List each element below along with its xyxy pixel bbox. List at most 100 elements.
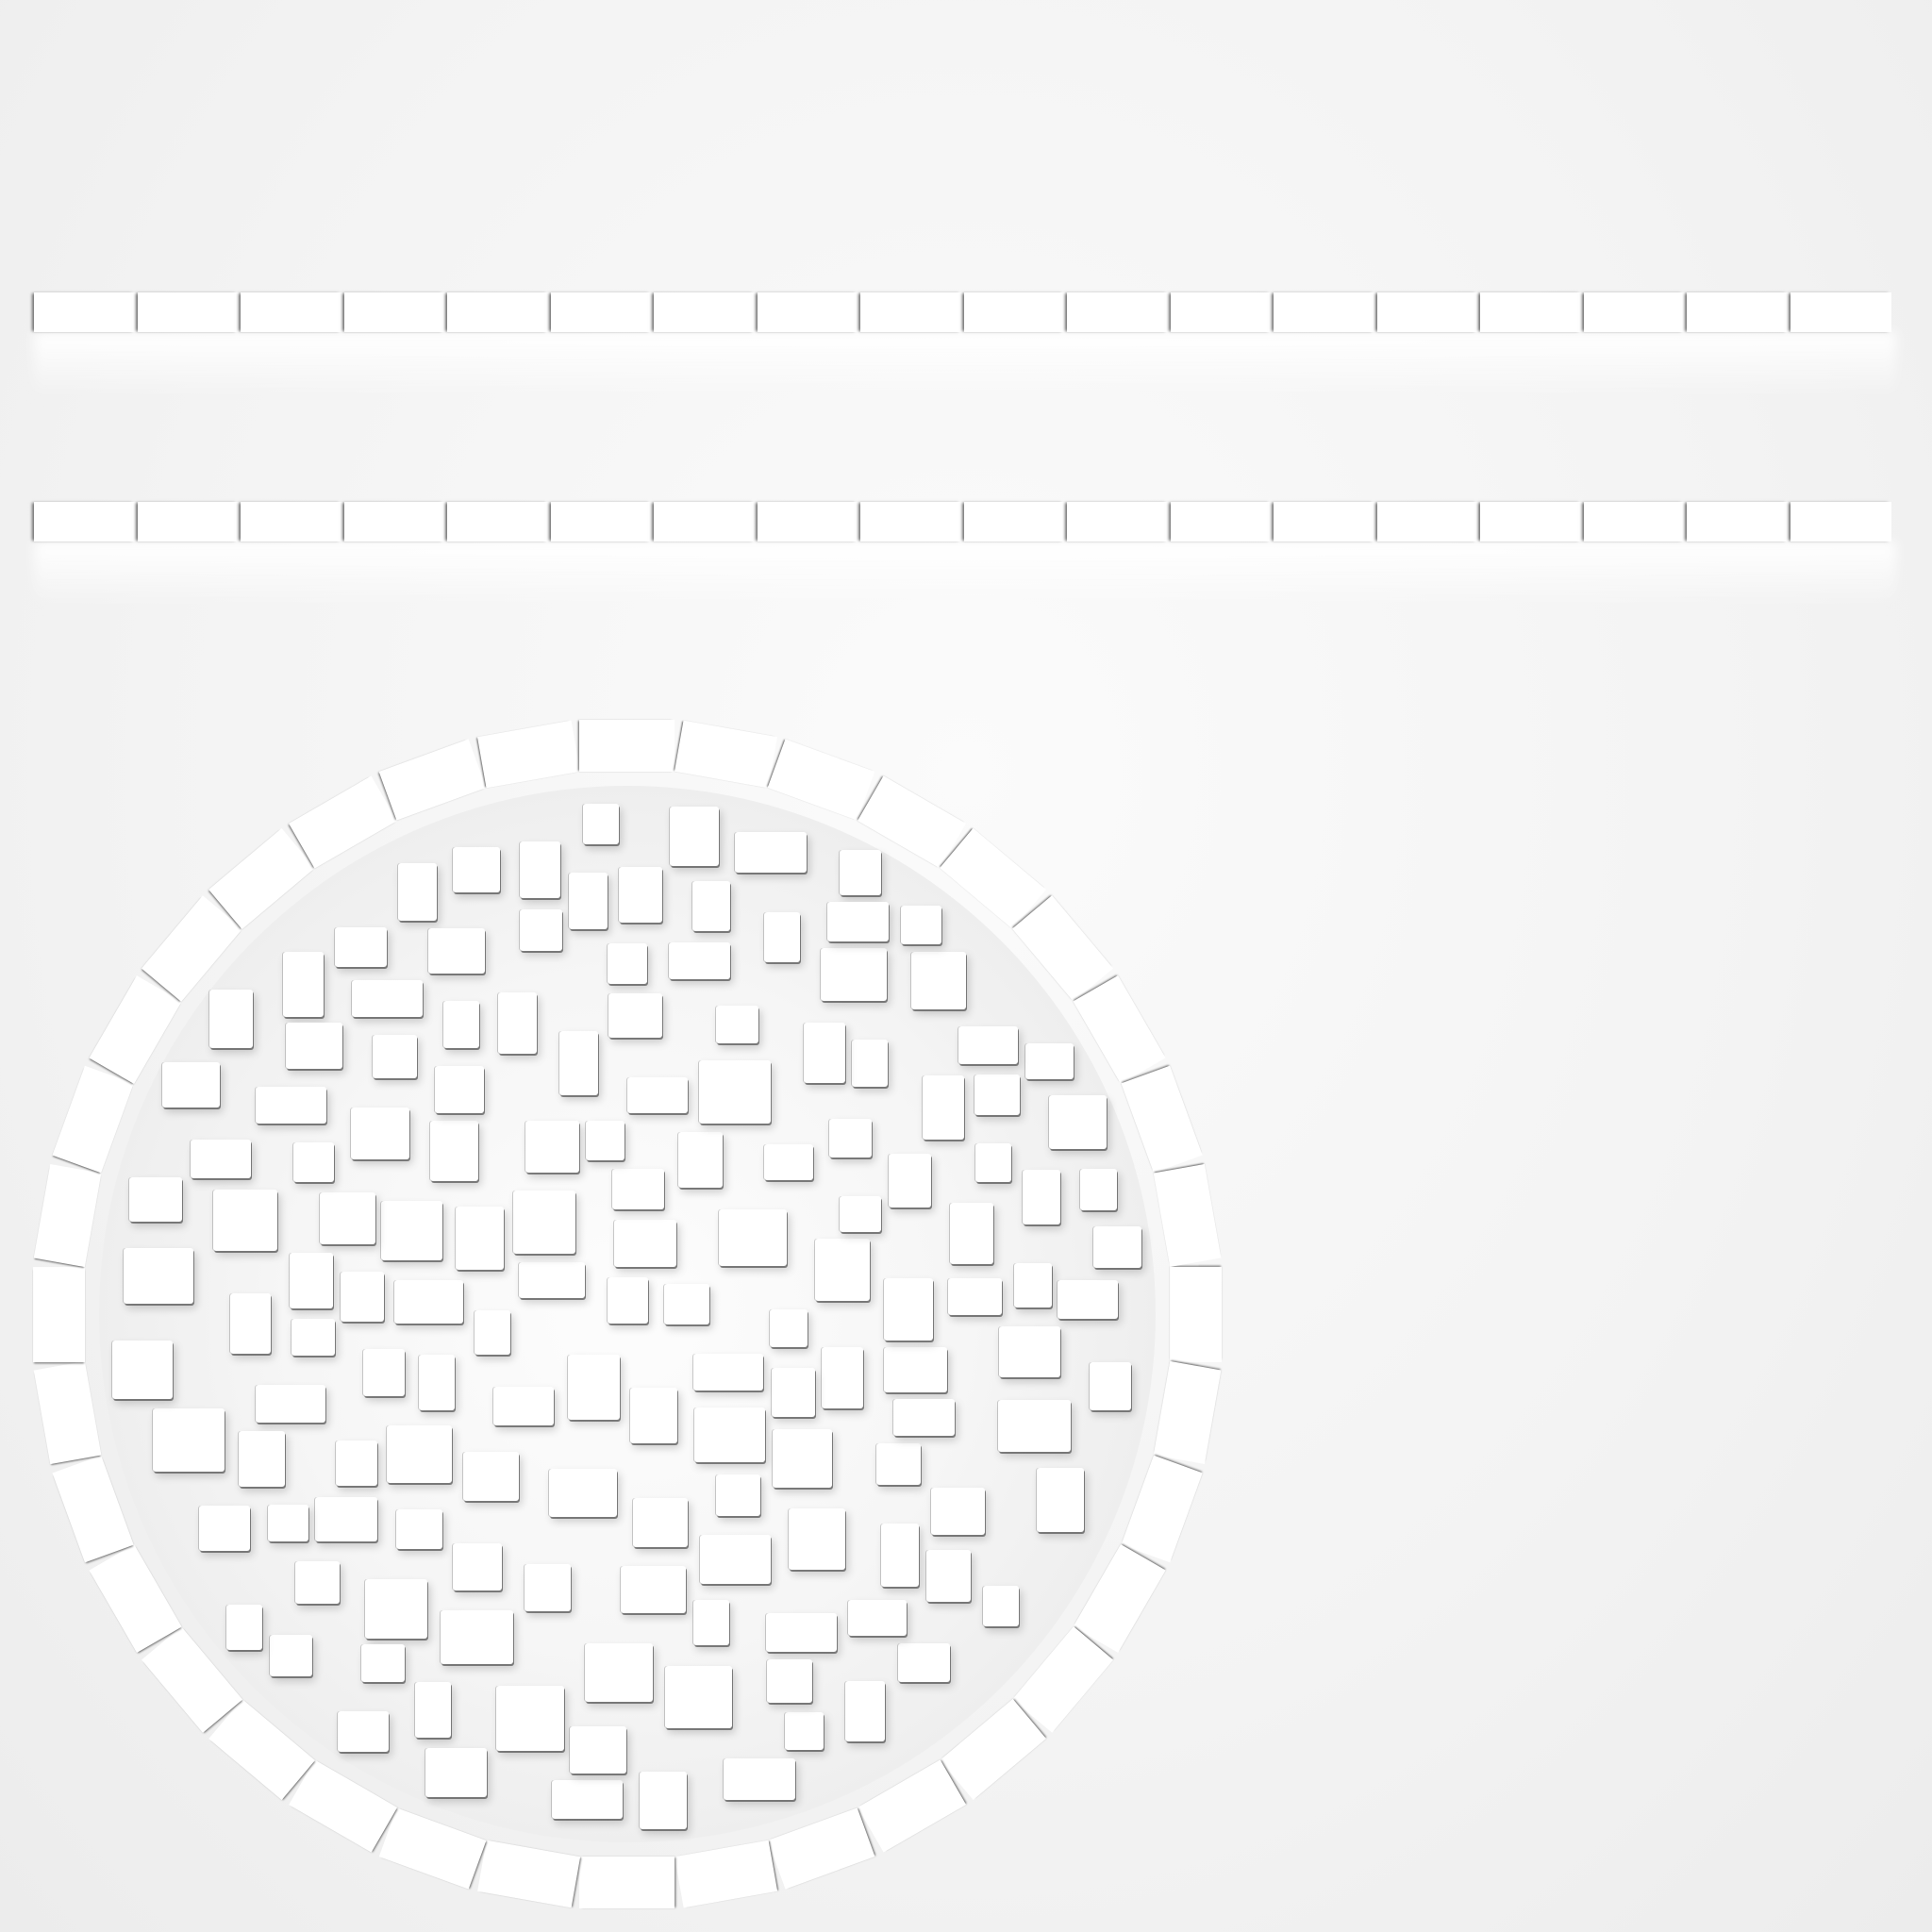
strip-slot — [1067, 502, 1169, 541]
scattered-tile — [620, 1566, 686, 1614]
scattered-tile — [1037, 1467, 1085, 1532]
strip-slot — [757, 292, 858, 332]
scattered-tile — [350, 1107, 409, 1159]
scattered-tile — [608, 1277, 649, 1324]
scattered-tile — [585, 1642, 654, 1702]
scattered-tile — [627, 1076, 689, 1113]
scattered-tile — [456, 1207, 505, 1271]
strip-slot — [963, 502, 1065, 541]
scattered-tile — [958, 1025, 1018, 1064]
scattered-tile — [440, 1610, 513, 1665]
scattered-tile — [474, 1309, 510, 1355]
scattered-tile — [926, 1550, 972, 1603]
scattered-tile — [519, 909, 562, 952]
ring-segment — [378, 1807, 487, 1890]
ring-segment — [33, 1361, 102, 1465]
strip-glow — [34, 541, 1896, 608]
scattered-tile — [414, 1681, 451, 1738]
scattered-tile — [425, 1748, 487, 1798]
scattered-tile — [1090, 1361, 1132, 1410]
ring-segment — [1169, 1266, 1222, 1362]
scattered-tile — [512, 1191, 575, 1255]
scattered-tile — [716, 1005, 759, 1043]
scattered-tile — [999, 1326, 1061, 1378]
scattered-tile — [394, 1280, 464, 1324]
strip-slot — [1170, 292, 1272, 332]
scattered-tile — [365, 1578, 428, 1639]
scattered-tile — [766, 1658, 812, 1703]
ring-segment — [675, 1840, 778, 1908]
scattered-tile — [551, 1780, 623, 1820]
scattered-tile — [698, 1060, 771, 1124]
scattered-tile — [282, 951, 324, 1017]
scattered-tile — [883, 1346, 947, 1392]
strip-slot — [137, 502, 239, 541]
scattered-tile — [319, 1192, 375, 1245]
scattered-tile — [290, 1253, 334, 1309]
scattered-tile — [822, 1347, 864, 1409]
scattered-tile — [226, 1605, 263, 1651]
ring-segment — [768, 739, 875, 821]
scattered-tile — [694, 1407, 765, 1462]
scattered-tile — [430, 1120, 479, 1181]
strip-slot — [241, 292, 342, 332]
scattered-tile — [387, 1425, 453, 1484]
strip-slot — [1687, 292, 1789, 332]
scattered-tile — [974, 1074, 1021, 1115]
strip-slot — [654, 502, 756, 541]
scattered-tile — [427, 927, 485, 974]
strip-slot — [1583, 502, 1685, 541]
ring-segment — [32, 1266, 85, 1362]
scattered-tile — [338, 1711, 390, 1753]
scattered-tile — [268, 1505, 309, 1542]
ring-segment — [1153, 1361, 1222, 1465]
scattered-tile — [772, 1428, 832, 1488]
scattered-tile — [372, 1034, 417, 1078]
strip-slot — [550, 502, 652, 541]
strip-slot — [1480, 502, 1582, 541]
scattered-tile — [814, 1239, 870, 1302]
scattered-tile — [1023, 1170, 1061, 1225]
ring-segment — [52, 1455, 134, 1562]
scattered-tile — [889, 1154, 932, 1208]
scattered-tile — [998, 1399, 1072, 1452]
scattered-tile — [764, 1143, 814, 1180]
scattered-tile — [804, 1023, 846, 1084]
ring-segment — [378, 739, 487, 821]
ring-segment — [476, 1840, 580, 1908]
ring-segment — [1073, 975, 1166, 1085]
scattered-tile — [719, 1208, 788, 1266]
scattered-tile — [974, 1142, 1011, 1182]
scattered-tile — [586, 1121, 625, 1161]
ring-segment — [675, 720, 778, 789]
scattered-tile — [692, 1353, 763, 1391]
scattered-tile — [1014, 1262, 1053, 1307]
strip-slot — [860, 502, 962, 541]
strip-slot — [1790, 502, 1891, 541]
scattered-tile — [881, 1523, 920, 1587]
scattered-tile — [269, 1635, 312, 1677]
scattered-tile — [664, 1665, 732, 1728]
strip-slot — [1376, 292, 1478, 332]
strip-slot — [1480, 292, 1582, 332]
scattered-tile — [618, 867, 662, 924]
scattered-tile — [847, 1600, 907, 1637]
scattered-tile — [419, 1355, 456, 1411]
scattered-tile — [770, 1308, 808, 1347]
scattered-tile — [568, 1355, 621, 1421]
scattered-tile — [559, 1031, 599, 1096]
scattered-tile — [583, 804, 620, 845]
scattered-tile — [525, 1564, 572, 1612]
strip-slot — [1583, 292, 1685, 332]
strip-slot — [1274, 292, 1375, 332]
scattered-tile — [821, 947, 888, 1001]
scattered-tile — [829, 1119, 873, 1158]
scattered-tile — [255, 1086, 326, 1124]
scattered-tile — [212, 1190, 277, 1252]
scattered-tile — [161, 1062, 220, 1108]
scattered-tile — [883, 1277, 933, 1341]
scattered-tile — [608, 943, 648, 985]
scattered-tile — [629, 1387, 677, 1443]
ring-segment — [857, 1759, 966, 1853]
